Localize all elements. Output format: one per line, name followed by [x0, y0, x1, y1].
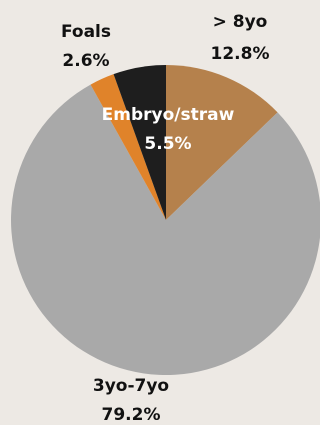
label-foals-value: 2.6%: [62, 51, 109, 71]
label-foals-name: Foals: [61, 22, 111, 42]
pie-slice-embryo-straw: [113, 65, 166, 220]
pie-slices: [11, 65, 320, 375]
label-3yo7yo-name: 3yo-7yo: [93, 376, 169, 396]
pie-slice-3yo-7yo: [11, 84, 320, 375]
label-embryo-name: Embryo/straw: [102, 105, 235, 125]
label-3yo7yo-value: 79.2%: [102, 405, 161, 425]
label-gt8yo-value: 12.8%: [211, 44, 270, 64]
pie-slice-8yo: [166, 65, 278, 220]
pie-slice-foals: [90, 74, 166, 221]
label-gt8yo-name: > 8yo: [213, 12, 268, 32]
label-embryo-value: 5.5%: [144, 134, 191, 154]
